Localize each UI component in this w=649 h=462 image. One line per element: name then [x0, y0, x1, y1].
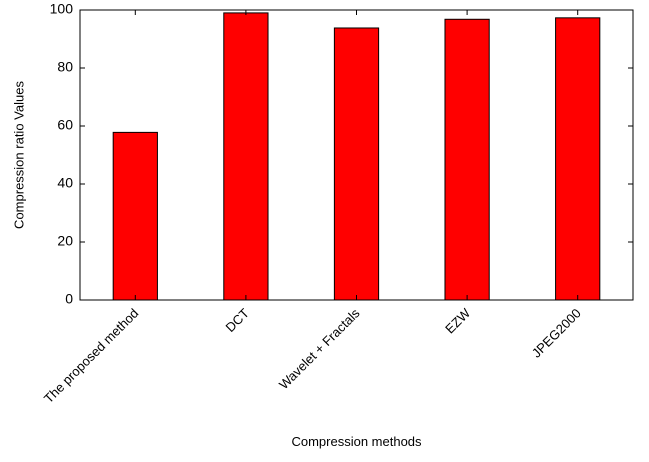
x-tick-label-0: The proposed method — [41, 306, 142, 407]
bar-4 — [555, 17, 601, 301]
x-tick-label-1: DCT — [223, 305, 253, 335]
bars-layer — [112, 12, 601, 301]
y-tick-label-4: 80 — [57, 59, 73, 75]
y-tick-label-0: 0 — [65, 291, 73, 307]
x-axis-label: Compression methods — [291, 434, 422, 449]
y-axis-ticks: 0 20 40 60 80 100 — [50, 1, 633, 307]
y-axis-label: Compression ratio Values — [11, 81, 26, 229]
y-tick-label-1: 20 — [57, 233, 73, 249]
bar-3 — [444, 18, 490, 301]
y-tick-label-5: 100 — [50, 1, 74, 17]
x-tick-label-3: EZW — [442, 305, 474, 337]
y-tick-label-3: 60 — [57, 117, 73, 133]
y-tick-label-2: 40 — [57, 175, 73, 191]
bar-1 — [223, 12, 269, 301]
x-tick-label-4: JPEG2000 — [529, 306, 584, 361]
bar-2 — [333, 27, 380, 301]
x-tick-label-2: Wavelet + Fractals — [276, 305, 363, 392]
bar-0 — [112, 131, 158, 301]
